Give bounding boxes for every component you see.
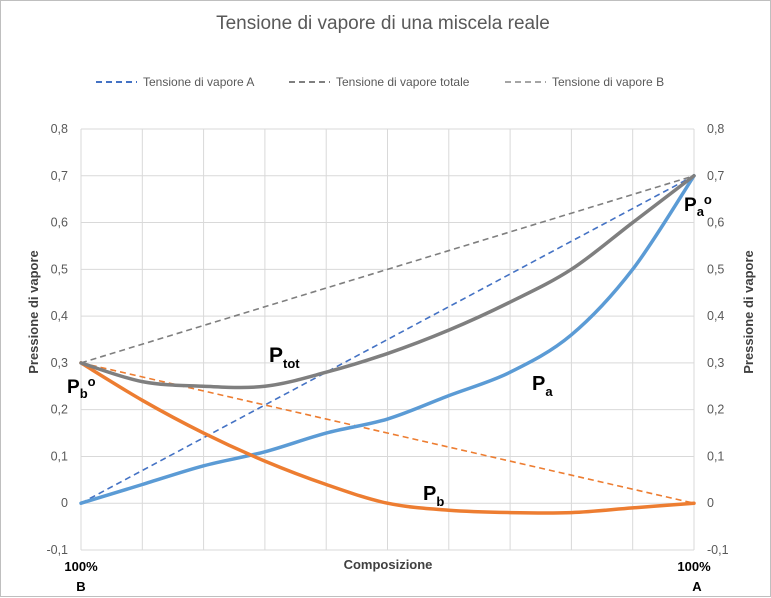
y-tick-label-left: 0,4 (51, 309, 68, 323)
y-tick-label-right: 0,2 (707, 403, 724, 417)
y-tick-label-right: 0,1 (707, 449, 724, 463)
y-tick-label-left: -0,1 (46, 543, 68, 557)
y-tick-label-right: 0,7 (707, 169, 724, 183)
series-line-ptot (79, 174, 696, 390)
series-line-pa (79, 174, 696, 505)
y-tick-label-left: 0,5 (51, 262, 68, 276)
y-tick-label-left: 0,3 (51, 356, 68, 370)
series-line-pb (79, 361, 696, 515)
chart-title: Tensione di vapore di una miscela reale (216, 13, 550, 34)
x-end-label-b: B (76, 579, 85, 594)
x-end-label-a: A (692, 579, 702, 594)
y-tick-label-left: 0,2 (51, 403, 68, 417)
legend: Tensione di vapore A Tensione di vapore … (96, 75, 664, 89)
y-tick-label-right: -0,1 (707, 543, 729, 557)
y-tick-label-right: 0,4 (707, 309, 724, 323)
x-axis-title: Composizione (344, 557, 433, 572)
y-tick-label-right: 0,3 (707, 356, 724, 370)
y-tick-label-left: 0 (61, 496, 68, 510)
y-tick-label-right: 0,6 (707, 216, 724, 230)
y-tick-label-left: 0,7 (51, 169, 68, 183)
legend-label-a: Tensione di vapore A (143, 75, 254, 89)
y-tick-label-left: 0,6 (51, 216, 68, 230)
series-line-tensione-di-vapore-a (80, 175, 695, 504)
legend-label-b: Tensione di vapore B (552, 75, 664, 89)
y-tick-label-right: 0 (707, 496, 714, 510)
y-tick-label-left: 0,8 (51, 122, 68, 136)
y-tick-label-right: 0,5 (707, 262, 724, 276)
annotation-ptot: Ptot (269, 344, 300, 371)
annotation-pb-zero: Pbo (67, 374, 96, 401)
series-layer (79, 174, 696, 515)
legend-label-total: Tensione di vapore totale (336, 75, 470, 89)
y-ticks-left: -0,1 0 0,1 0,2 0,3 0,4 0,5 0,6 0,7 0,8 (46, 122, 68, 557)
y-ticks-right: -0,1 0 0,1 0,2 0,3 0,4 0,5 0,6 0,7 0,8 (707, 122, 729, 557)
y-axis-title-right: Pressione di vapore (741, 250, 756, 374)
gridlines (80, 128, 695, 551)
x-tick-right: 100% (677, 559, 711, 574)
y-tick-label-right: 0,8 (707, 122, 724, 136)
y-axis-title-left: Pressione di vapore (26, 250, 41, 374)
annotation-pa: Pa (532, 373, 553, 399)
annotation-pa-zero: Pao (684, 192, 712, 219)
y-tick-label-left: 0,1 (51, 449, 68, 463)
annotation-pb: Pb (423, 483, 444, 509)
series-line-tensione-di-vapore-totale (80, 175, 695, 364)
x-tick-left: 100% (64, 559, 98, 574)
